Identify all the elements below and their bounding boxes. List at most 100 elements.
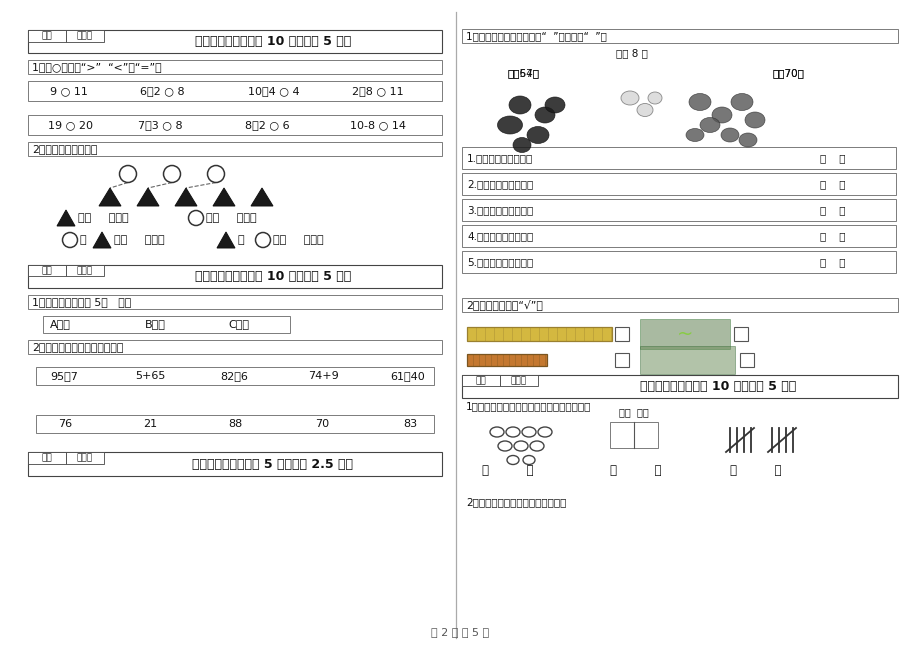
Polygon shape bbox=[175, 188, 197, 206]
Bar bbox=[28, 265, 66, 276]
Bar bbox=[461, 199, 895, 221]
Text: （          ）: （ ） bbox=[729, 463, 780, 476]
Bar bbox=[28, 60, 441, 74]
Text: 7＋3 ○ 8: 7＋3 ○ 8 bbox=[138, 120, 183, 130]
Bar bbox=[28, 115, 441, 135]
Bar bbox=[28, 142, 441, 156]
Bar bbox=[614, 353, 629, 367]
Ellipse shape bbox=[731, 94, 752, 111]
Text: 五、对与错（本题共 5 分，每题 2.5 分）: 五、对与错（本题共 5 分，每题 2.5 分） bbox=[192, 458, 353, 471]
Bar bbox=[36, 367, 434, 385]
Text: 2、把下面每行中不同类的圈出来。: 2、把下面每行中不同类的圈出来。 bbox=[466, 497, 566, 507]
Ellipse shape bbox=[647, 92, 662, 104]
Ellipse shape bbox=[497, 116, 522, 134]
Text: 6＋2 ○ 8: 6＋2 ○ 8 bbox=[140, 86, 185, 96]
Ellipse shape bbox=[720, 128, 738, 142]
Text: （    ）: （ ） bbox=[819, 179, 845, 189]
Ellipse shape bbox=[711, 107, 732, 123]
Text: 比: 比 bbox=[80, 235, 86, 245]
Text: 四、选一选（本题共 10 分，每题 5 分）: 四、选一选（本题共 10 分，每题 5 分） bbox=[195, 270, 351, 283]
Text: （    ）: （ ） bbox=[819, 231, 845, 241]
Text: 1、买一个文具盒要 5（   ）。: 1、买一个文具盒要 5（ ）。 bbox=[32, 297, 131, 307]
Ellipse shape bbox=[744, 112, 765, 128]
Ellipse shape bbox=[688, 94, 710, 111]
Text: 82－6: 82－6 bbox=[220, 371, 247, 381]
Text: C、元: C、元 bbox=[228, 320, 249, 330]
Bar bbox=[43, 316, 289, 333]
Text: ~: ~ bbox=[676, 324, 692, 343]
Text: 1、你能看图写数吗？越快越好，但别写错。: 1、你能看图写数吗？越快越好，但别写错。 bbox=[466, 401, 591, 411]
Text: 10－4 ○ 4: 10－4 ○ 4 bbox=[248, 86, 300, 96]
Text: 得分: 得分 bbox=[475, 376, 486, 385]
Text: 2、连一连，选择正确的答案。: 2、连一连，选择正确的答案。 bbox=[32, 342, 123, 352]
Bar bbox=[28, 30, 66, 42]
Bar bbox=[739, 353, 754, 367]
Ellipse shape bbox=[738, 133, 756, 147]
Bar bbox=[28, 340, 441, 354]
Text: 9 ○ 11: 9 ○ 11 bbox=[50, 86, 88, 96]
Bar bbox=[461, 173, 895, 195]
Text: 评卷人: 评卷人 bbox=[77, 454, 93, 463]
Text: 得分: 得分 bbox=[41, 266, 52, 275]
Text: 21: 21 bbox=[142, 419, 157, 429]
Text: A、角: A、角 bbox=[50, 320, 71, 330]
Ellipse shape bbox=[508, 96, 530, 114]
Text: 5.黑兔与灰兔差不多。: 5.黑兔与灰兔差不多。 bbox=[467, 257, 533, 267]
Ellipse shape bbox=[699, 118, 720, 133]
Text: 2＋8 ○ 11: 2＋8 ○ 11 bbox=[352, 86, 403, 96]
Bar bbox=[28, 265, 441, 288]
Bar bbox=[461, 29, 897, 43]
Text: 19 ○ 20: 19 ○ 20 bbox=[48, 120, 93, 130]
Text: 2、在短的后面画“√”。: 2、在短的后面画“√”。 bbox=[466, 300, 542, 311]
Polygon shape bbox=[213, 188, 234, 206]
Text: 5+65: 5+65 bbox=[135, 371, 165, 381]
Text: 第 2 页 共 5 页: 第 2 页 共 5 页 bbox=[430, 627, 489, 637]
Bar bbox=[614, 327, 629, 341]
Text: 1.白兔比黑兔少得多。: 1.白兔比黑兔少得多。 bbox=[467, 153, 533, 163]
Text: 2、比一比，填一填。: 2、比一比，填一填。 bbox=[32, 144, 97, 154]
Text: 白兔 8 只: 白兔 8 只 bbox=[616, 48, 647, 58]
Text: 灰入70只: 灰入70只 bbox=[772, 68, 804, 78]
Text: 六、数一数（本题共 10 分，每题 5 分）: 六、数一数（本题共 10 分，每题 5 分） bbox=[640, 380, 795, 393]
Text: （    ）: （ ） bbox=[819, 153, 845, 163]
Bar bbox=[28, 452, 66, 464]
Text: 评卷人: 评卷人 bbox=[510, 376, 527, 385]
Polygon shape bbox=[137, 188, 159, 206]
Bar bbox=[461, 375, 897, 398]
Text: （    ）: （ ） bbox=[819, 205, 845, 215]
Text: 评卷人: 评卷人 bbox=[77, 31, 93, 40]
Ellipse shape bbox=[513, 138, 530, 153]
Text: 黑兔67只: 黑兔67只 bbox=[507, 68, 539, 78]
Bar bbox=[733, 327, 747, 341]
Bar bbox=[640, 346, 734, 374]
Text: B、分: B、分 bbox=[145, 320, 165, 330]
Text: 黑入54只: 黑入54只 bbox=[507, 68, 539, 78]
Ellipse shape bbox=[620, 91, 639, 105]
Text: 少（     ）个；: 少（ ）个； bbox=[114, 235, 165, 245]
Bar bbox=[28, 295, 441, 309]
Text: 8－2 ○ 6: 8－2 ○ 6 bbox=[244, 120, 289, 130]
Text: 3.灰兔比白兔多得多。: 3.灰兔比白兔多得多。 bbox=[467, 205, 533, 215]
Text: 三、我会比（本题共 10 分，每题 5 分）: 三、我会比（本题共 10 分，每题 5 分） bbox=[195, 35, 351, 48]
Text: 1、判断下面各题，对的画“  ”，错的画“  ”。: 1、判断下面各题，对的画“ ”，错的画“ ”。 bbox=[466, 31, 607, 41]
Text: 61－40: 61－40 bbox=[390, 371, 425, 381]
Text: （          ）: （ ） bbox=[609, 463, 661, 476]
Text: 有（     ）个，: 有（ ）个， bbox=[78, 213, 129, 223]
Text: 十位  个位: 十位 个位 bbox=[618, 407, 648, 417]
Text: 74+9: 74+9 bbox=[308, 371, 338, 381]
Text: 比: 比 bbox=[238, 235, 244, 245]
Text: 4.灰兔比黑兔多一些。: 4.灰兔比黑兔多一些。 bbox=[467, 231, 533, 241]
Ellipse shape bbox=[527, 127, 549, 144]
Bar bbox=[66, 30, 104, 42]
Bar bbox=[28, 81, 441, 101]
Bar bbox=[467, 354, 547, 366]
Text: 2.黑兔比灰兔少得多。: 2.黑兔比灰兔少得多。 bbox=[467, 179, 533, 189]
Ellipse shape bbox=[686, 129, 703, 142]
Polygon shape bbox=[217, 232, 234, 248]
Text: 95－7: 95－7 bbox=[50, 371, 78, 381]
Text: 有（     ）个。: 有（ ）个。 bbox=[206, 213, 256, 223]
Polygon shape bbox=[251, 188, 273, 206]
Bar bbox=[609, 422, 657, 448]
Bar bbox=[461, 251, 895, 273]
Bar bbox=[461, 147, 895, 169]
